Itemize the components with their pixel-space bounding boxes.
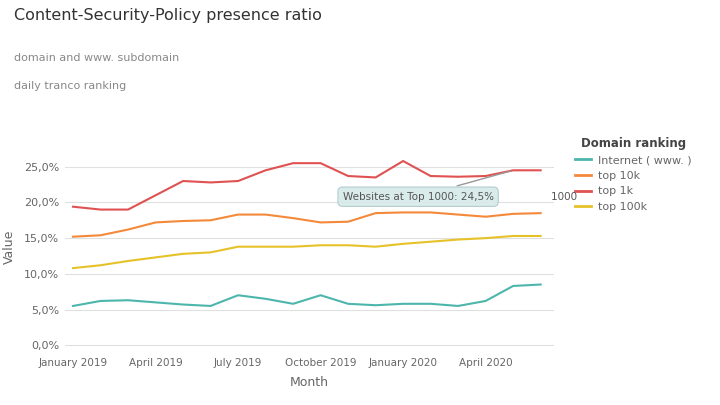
Text: Content-Security-Policy presence ratio: Content-Security-Policy presence ratio [14, 8, 323, 23]
Text: daily tranco ranking: daily tranco ranking [14, 81, 127, 91]
Text: 1000: 1000 [343, 192, 577, 202]
Y-axis label: Value: Value [3, 230, 16, 264]
X-axis label: Month: Month [290, 376, 329, 389]
Text: domain and www. subdomain: domain and www. subdomain [14, 53, 180, 63]
Legend: Internet ( www. ), top 10k, top 1k, top 100k: Internet ( www. ), top 10k, top 1k, top … [575, 137, 692, 212]
Text: Websites at Top 1000: 24,5%: Websites at Top 1000: 24,5% [343, 171, 510, 202]
